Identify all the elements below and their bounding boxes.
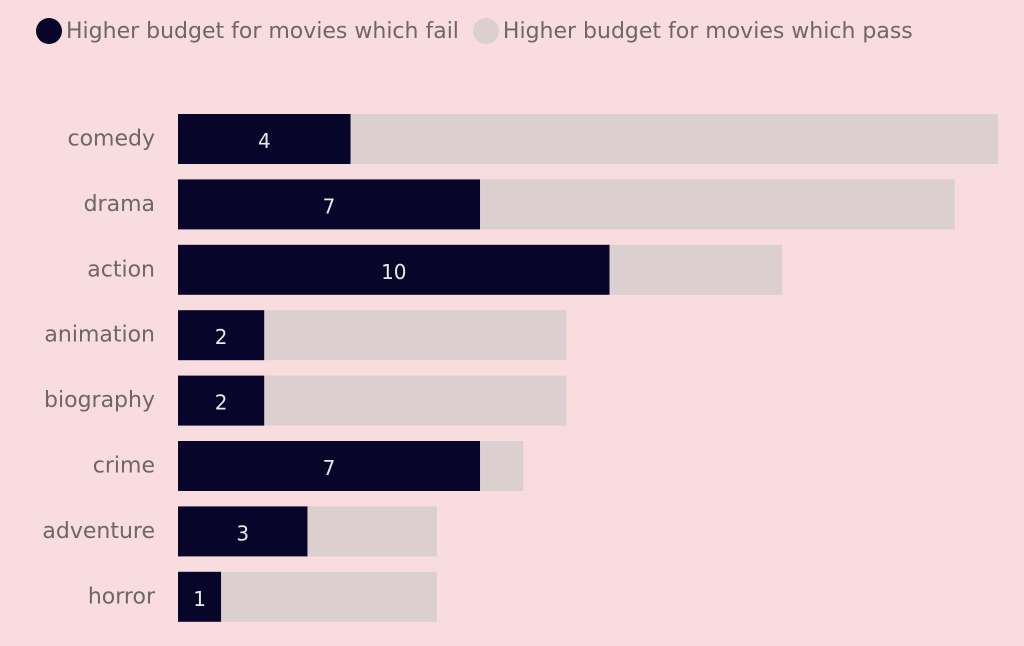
bar-fail-adventure[interactable] — [178, 506, 308, 557]
legend-pass-marker-icon — [472, 18, 499, 44]
category-label-biography: biography — [44, 388, 155, 413]
bar-fail-action[interactable] — [178, 244, 610, 295]
bar-fail-horror[interactable] — [178, 571, 222, 622]
data-label-drama: 7 — [323, 194, 336, 218]
category-label-animation: animation — [44, 323, 155, 348]
category-label-horror: horror — [88, 584, 156, 609]
bar-fail-comedy[interactable] — [178, 114, 351, 164]
bar-pass-adventure[interactable] — [307, 506, 437, 557]
category-label-drama: drama — [84, 192, 155, 217]
legend-fail-marker-icon — [36, 18, 62, 44]
data-label-animation: 2 — [215, 325, 228, 349]
data-label-adventure: 3 — [236, 521, 249, 545]
data-label-comedy: 4 — [258, 129, 271, 153]
bar-pass-animation[interactable] — [264, 310, 567, 361]
data-label-horror: 1 — [193, 587, 206, 611]
bar-pass-comedy[interactable] — [350, 114, 998, 164]
data-label-crime: 7 — [323, 456, 336, 480]
bar-fail-biography[interactable] — [178, 375, 265, 426]
legend-item-pass[interactable]: Higher budget for movies which pass — [472, 18, 913, 44]
legend-pass-label: Higher budget for movies which pass — [502, 18, 913, 44]
bar-fail-drama[interactable] — [178, 179, 481, 230]
bar-fail-animation[interactable] — [178, 310, 265, 361]
bar-pass-horror[interactable] — [221, 571, 437, 622]
bar-pass-biography[interactable] — [264, 375, 567, 426]
bar-fail-crime[interactable] — [178, 441, 481, 491]
data-label-biography: 2 — [215, 391, 228, 415]
bar-pass-action[interactable] — [609, 244, 783, 295]
legend-fail-label: Higher budget for movies which fail — [66, 18, 459, 44]
category-label-comedy: comedy — [67, 127, 155, 152]
category-label-action: action — [87, 257, 155, 282]
bar-pass-crime[interactable] — [480, 441, 524, 491]
category-label-adventure: adventure — [42, 519, 155, 544]
legend-item-fail[interactable]: Higher budget for movies which fail — [36, 18, 459, 44]
category-label-crime: crime — [93, 454, 155, 479]
legend: Higher budget for movies which fail High… — [36, 18, 927, 44]
data-label-action: 10 — [381, 260, 406, 284]
bar-pass-drama[interactable] — [480, 179, 955, 230]
